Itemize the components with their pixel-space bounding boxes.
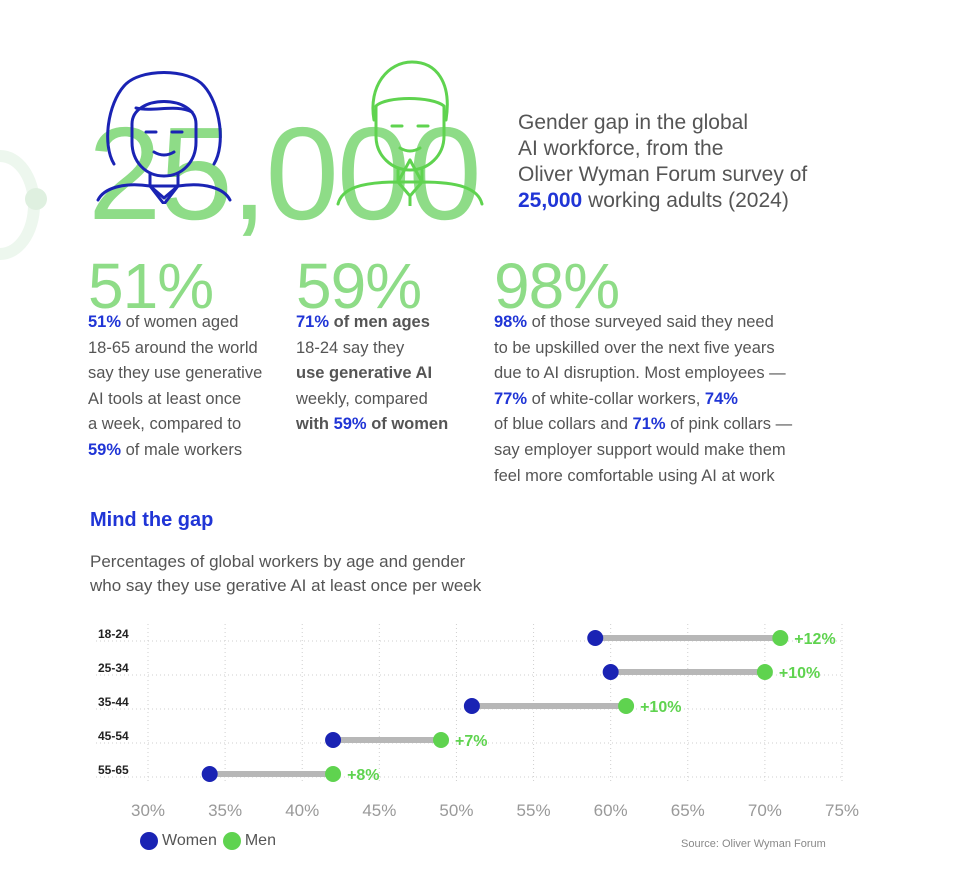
stat-percentage: 51%: [88, 250, 214, 322]
stat-highlight: 74%: [704, 389, 738, 408]
chart-subtitle-line: who say they use gerative AI at least on…: [90, 576, 482, 595]
headline-line-4-rest: working adults (2024): [582, 189, 789, 212]
section-title: Mind the gap: [90, 509, 214, 531]
women-dot: [587, 630, 604, 646]
stat-highlight: 71%: [296, 313, 330, 331]
gap-label: +10%: [779, 665, 820, 682]
stat-text: say employer support would make them: [494, 440, 786, 459]
category-label: 55-65: [98, 763, 129, 777]
stat-block-men: 59% 71% of men ages 18-24 say they use g…: [296, 254, 486, 438]
stat-percentage: 98%: [494, 250, 620, 322]
stat-text: AI tools at least once: [88, 389, 242, 408]
stat-text: of those surveyed said they need: [527, 313, 774, 331]
stat-text: weekly, compared: [296, 389, 428, 408]
stat-text-bold: of women: [366, 415, 449, 434]
x-tick-label: 65%: [671, 801, 705, 820]
dumbbell-chart: 30% 35% 40% 45% 50% 55% 60% 65% 70% 75% 18-24 +12% 2…: [96, 624, 859, 820]
stat-text: due to AI disruption. Most employees —: [494, 364, 786, 383]
stat-description: 51% of women aged 18-65 around the world…: [88, 310, 293, 464]
man-outline-icon: [328, 56, 488, 206]
x-tick-label: 55%: [517, 801, 551, 820]
chart-subtitle-line: Percentages of global workers by age and…: [90, 552, 466, 571]
stat-text: say they use generative: [88, 364, 263, 383]
stat-highlight: 51%: [88, 313, 122, 331]
stat-text: feel more comfortable using AI at work: [494, 466, 775, 485]
stat-text: of white-collar workers,: [527, 389, 705, 408]
legend-swatch-women: [140, 832, 158, 850]
stat-text-bold: with: [296, 415, 334, 434]
stat-text: a week, compared to: [88, 415, 242, 434]
x-tick-label: 50%: [439, 801, 473, 820]
chart-legend: Women Men: [140, 832, 282, 850]
woman-outline-icon: [84, 64, 244, 204]
category-label: 25-34: [98, 661, 129, 675]
stat-text: of pink collars —: [665, 415, 793, 434]
women-dot: [463, 698, 480, 714]
stat-description: 71% of men ages 18-24 say they use gener…: [296, 310, 486, 438]
category-label: 35-44: [98, 695, 129, 709]
women-dot: [602, 664, 619, 680]
x-tick-label: 60%: [594, 801, 628, 820]
stat-text: of blue collars and: [494, 415, 633, 434]
legend-label-women: Women: [162, 832, 217, 849]
legend-item-women: Women: [140, 832, 217, 850]
stat-text: 18-65 around the world: [88, 338, 258, 357]
men-dot: [772, 630, 789, 646]
source-note: Source: Oliver Wyman Forum: [681, 838, 826, 850]
men-dot: [618, 698, 635, 714]
stat-percentage: 59%: [296, 250, 422, 322]
stat-block-upskill: 98% 98% of those surveyed said they need…: [494, 254, 864, 489]
men-dot: [325, 766, 342, 782]
men-dot: [756, 664, 773, 680]
men-dot: [433, 732, 450, 748]
gap-label: +8%: [347, 767, 379, 784]
gap-label: +12%: [794, 631, 835, 648]
decorative-dot: [25, 188, 47, 210]
headline: Gender gap in the global AI workforce, f…: [518, 110, 878, 214]
stat-text-bold: of men ages: [329, 313, 430, 331]
stat-text: of women aged: [121, 313, 239, 331]
gap-label: +7%: [455, 733, 487, 750]
stat-text-bold: use generative AI: [296, 364, 433, 383]
women-dot: [201, 766, 218, 782]
legend-item-men: Men: [222, 832, 276, 850]
legend-swatch-men: [222, 832, 241, 850]
headline-line-2: AI workforce, from the: [518, 137, 724, 160]
gap-label: +10%: [640, 699, 681, 716]
women-dot: [325, 732, 342, 748]
stat-highlight: 59%: [88, 440, 122, 459]
category-label: 45-54: [98, 729, 129, 743]
x-tick-label: 45%: [362, 801, 396, 820]
stat-text: 18-24 say they: [296, 338, 405, 357]
chart-subtitle: Percentages of global workers by age and…: [90, 550, 570, 598]
headline-line-1: Gender gap in the global: [518, 111, 749, 134]
stat-block-women: 51% 51% of women aged 18-65 around the w…: [88, 254, 293, 464]
x-tick-label: 35%: [208, 801, 242, 820]
stat-highlight: 98%: [494, 313, 528, 331]
stat-highlight: 71%: [632, 415, 666, 434]
stat-text: to be upskilled over the next five years: [494, 338, 775, 357]
category-label: 18-24: [98, 627, 129, 641]
x-tick-label: 70%: [748, 801, 782, 820]
x-tick-label: 40%: [285, 801, 319, 820]
stat-text: of male workers: [121, 440, 243, 459]
stat-description: 98% of those surveyed said they need to …: [494, 310, 864, 489]
stat-highlight: 77%: [494, 389, 528, 408]
stat-highlight: 59%: [333, 415, 367, 434]
legend-label-men: Men: [244, 832, 276, 849]
headline-highlight: 25,000: [518, 189, 583, 212]
headline-line-3: Oliver Wyman Forum survey of: [518, 163, 808, 186]
headline-line-4: 25,000 working adults (2024): [518, 188, 878, 214]
x-tick-label: 75%: [825, 801, 859, 820]
x-tick-label: 30%: [131, 801, 165, 820]
